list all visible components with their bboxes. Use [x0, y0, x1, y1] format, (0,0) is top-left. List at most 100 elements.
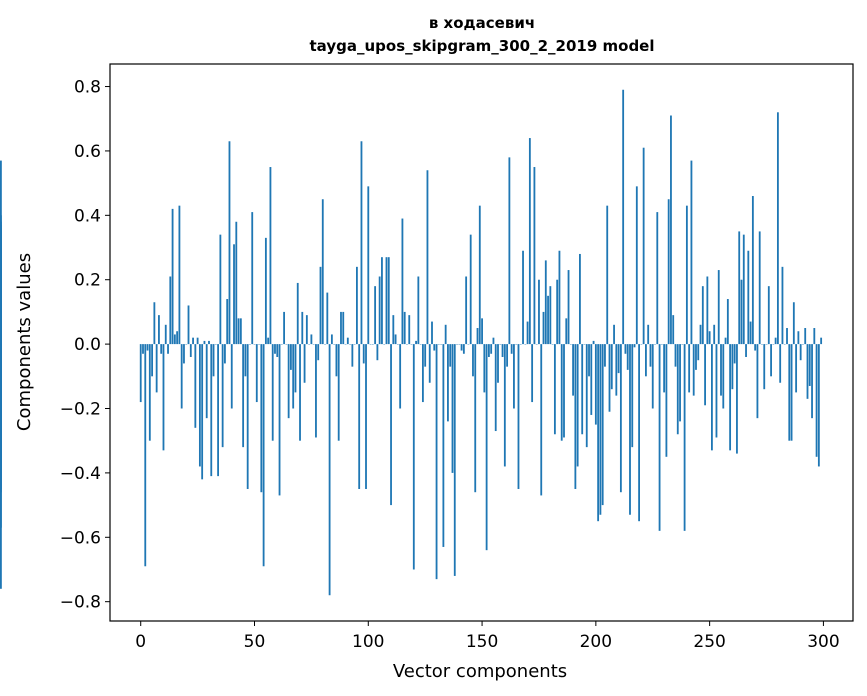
y-axis-ticks: −0.8 −0.6 −0.4 −0.2 0.0 0.2 0.4 0.6 0.8 [60, 78, 110, 613]
bar-100 [367, 186, 370, 345]
bar-192 [576, 344, 579, 467]
bar-56 [267, 337, 270, 345]
bar-60 [276, 344, 279, 357]
x-tick-label: 100 [352, 632, 384, 652]
bar-41 [233, 244, 235, 345]
bar-176 [540, 344, 543, 496]
bar-160 [503, 344, 506, 467]
bar-157 [497, 344, 499, 383]
bar-114 [399, 344, 402, 409]
bar-36 [221, 344, 224, 448]
bar-6 [153, 302, 156, 345]
bar-58 [271, 344, 274, 441]
bar-26 [198, 344, 201, 467]
bar-205 [606, 205, 609, 345]
bar-152 [485, 344, 488, 551]
bar-180 [549, 286, 552, 345]
bar-225 [651, 344, 654, 409]
bar-268 [749, 321, 752, 345]
bar-244 [695, 344, 697, 370]
bar-237 [679, 344, 681, 422]
bar-282 [781, 266, 784, 345]
bar-249 [706, 276, 709, 345]
bar-111 [392, 315, 395, 345]
bar-67 [292, 344, 295, 409]
bar-128 [431, 321, 433, 345]
bar-243 [692, 344, 695, 396]
bar-239 [683, 344, 686, 531]
bar-127 [428, 344, 431, 383]
bar-12 [167, 344, 169, 354]
x-axis-label: Vector components [393, 661, 567, 682]
bar-217 [633, 344, 636, 348]
y-tick-label: −0.4 [60, 464, 101, 484]
bar-153 [487, 344, 490, 357]
chart-title: в ходасевич [429, 14, 535, 32]
bar-211 [619, 344, 622, 493]
bar-203 [601, 344, 604, 506]
bar-177 [542, 311, 545, 345]
bar-73 [305, 315, 308, 345]
bar-210 [617, 344, 620, 374]
bar-193 [579, 253, 581, 345]
bar-209 [615, 344, 618, 396]
bar-257 [724, 337, 727, 345]
bar-292 [804, 328, 807, 345]
bar-252 [713, 324, 716, 345]
chart-subtitle: tayga_upos_skipgram_300_2_2019 model [310, 37, 655, 55]
bar-172 [531, 344, 534, 403]
bar-70 [299, 344, 301, 441]
bar-173 [533, 167, 536, 345]
bar-17 [178, 205, 181, 345]
bar-271 [756, 344, 759, 419]
bar-247 [701, 286, 704, 345]
bar-216 [631, 344, 634, 448]
bar-88 [340, 311, 342, 345]
x-tick-label: 50 [244, 632, 266, 652]
plot-frame [109, 63, 854, 622]
bar-25 [196, 337, 199, 345]
x-tick-label: 250 [693, 632, 725, 652]
bar-79 [319, 266, 322, 345]
bar-250 [708, 331, 711, 345]
bar-214 [626, 344, 629, 370]
bar-274 [763, 344, 766, 390]
bar-159 [501, 344, 504, 357]
bar-166 [517, 344, 520, 489]
bar-45 [242, 344, 245, 448]
bar-87 [337, 344, 340, 441]
bar-15 [173, 334, 176, 345]
bar-13 [169, 276, 172, 345]
bar-97 [360, 141, 363, 345]
bar-267 [747, 250, 750, 345]
bar-42 [235, 221, 238, 345]
x-tick-label: 300 [807, 632, 839, 652]
bar-3 [146, 344, 149, 351]
bar-55 [264, 237, 267, 345]
bar-68 [294, 344, 297, 393]
bar-137 [451, 344, 454, 473]
bar-7 [155, 344, 158, 393]
bar-126 [426, 170, 429, 345]
bar-213 [624, 344, 627, 354]
bar-16 [176, 331, 179, 345]
bar-66 [290, 344, 292, 370]
bar-57 [269, 167, 272, 345]
bar-231 [665, 344, 668, 457]
bar-135 [447, 344, 449, 422]
bar-224 [649, 344, 652, 367]
bar-219 [638, 344, 640, 522]
bar-118 [408, 315, 411, 345]
bar-279 [774, 337, 777, 345]
y-tick-label: −0.6 [60, 528, 101, 548]
bar-82 [326, 292, 329, 345]
bar-35 [219, 234, 222, 345]
bar-179 [547, 295, 549, 345]
bar-200 [594, 344, 597, 425]
bar-183 [556, 279, 559, 345]
bar-40 [230, 344, 233, 409]
bar-51 [255, 344, 258, 403]
bar-10 [162, 344, 165, 451]
bar-43 [237, 318, 240, 345]
